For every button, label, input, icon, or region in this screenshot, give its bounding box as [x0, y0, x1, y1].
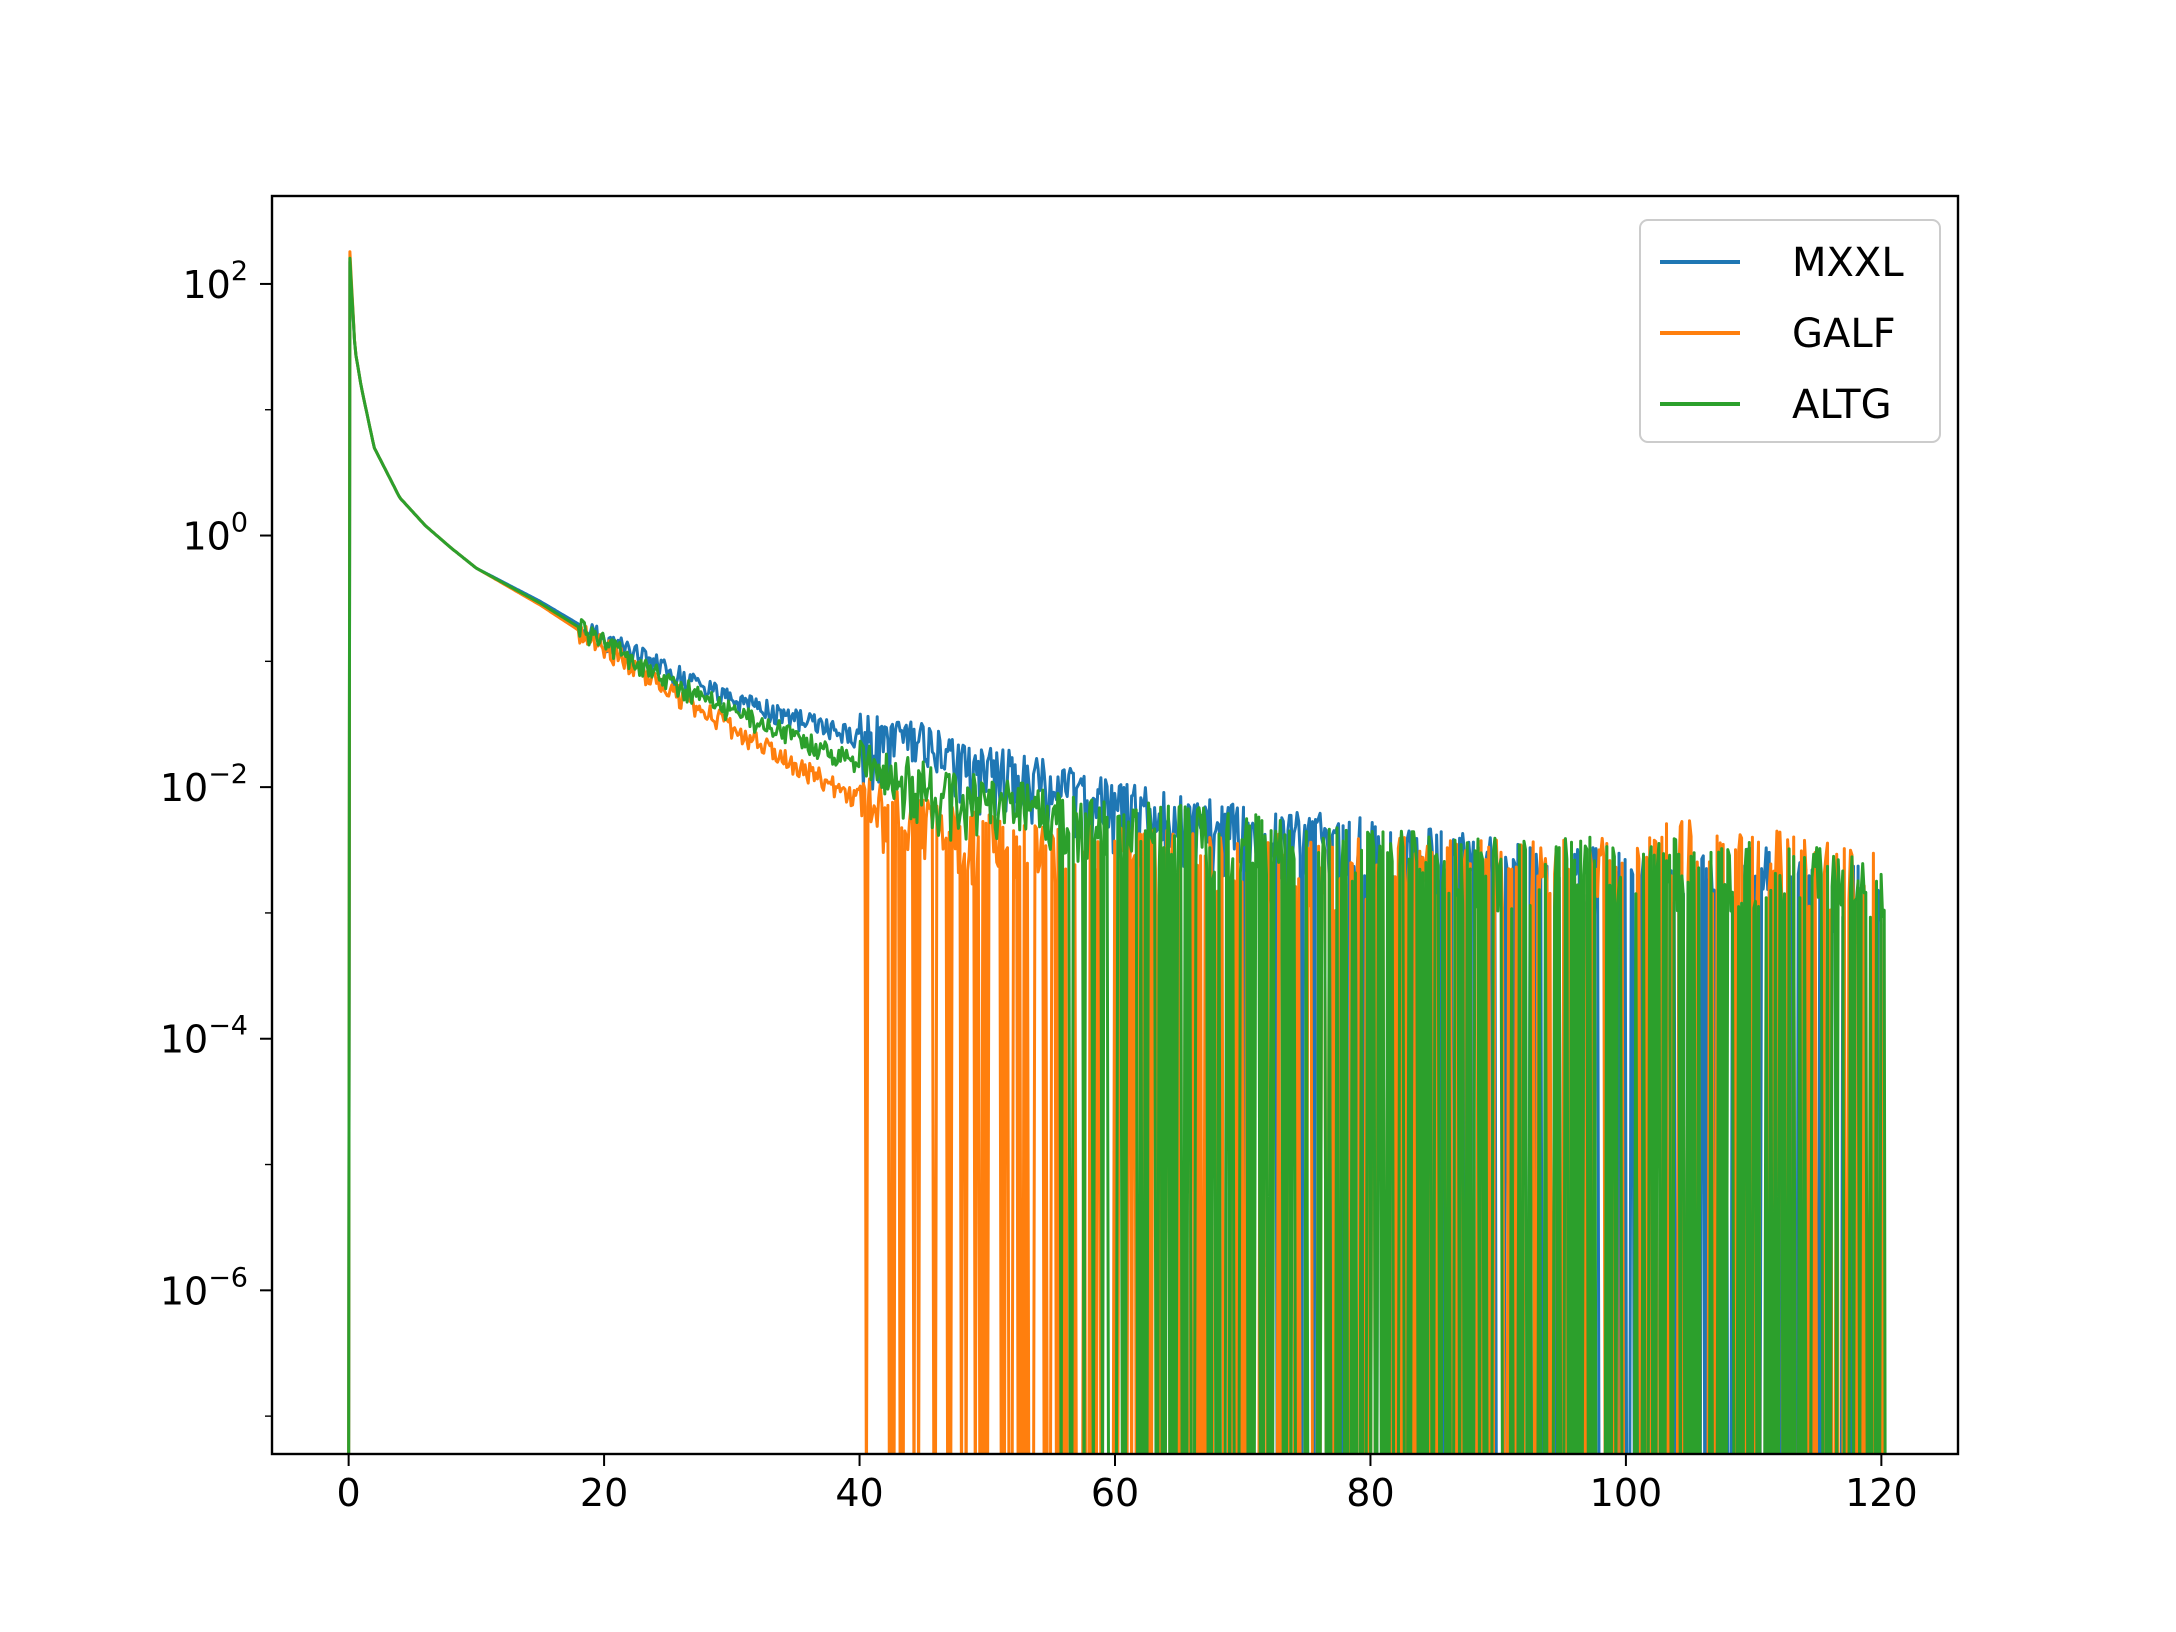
y-tick-exponent: 0: [231, 508, 248, 539]
y-tick-base: 10: [182, 263, 230, 307]
y-tick-exponent: 2: [231, 256, 248, 287]
legend-label: GALF: [1792, 311, 1896, 357]
plot-frame: [270, 194, 1960, 1456]
y-tick-label: 10−6: [160, 1262, 248, 1313]
legend-label: ALTG: [1792, 382, 1892, 428]
y-tick-exponent: −2: [208, 759, 248, 790]
y-tick-exponent: −4: [208, 1011, 248, 1042]
legend-box: [1639, 219, 1941, 443]
y-tick-base: 10: [182, 515, 230, 559]
legend: MXXL GALF ALTG: [1639, 219, 1941, 443]
legend-label: MXXL: [1792, 240, 1904, 286]
x-tick-label: 80: [1346, 1471, 1394, 1515]
x-tick-label: 0: [337, 1471, 361, 1515]
y-tick-base: 10: [160, 766, 208, 810]
series-layer: [347, 250, 1887, 1454]
x-tick-label: 60: [1091, 1471, 1139, 1515]
y-tick-label: 102: [182, 256, 248, 307]
x-tick-label: 40: [835, 1471, 883, 1515]
y-tick-label: 10−2: [160, 759, 248, 810]
y-tick-base: 10: [160, 1018, 208, 1062]
y-tick-label: 100: [182, 508, 248, 559]
series-line-altg: [347, 256, 1887, 1454]
x-tick-label: 120: [1845, 1471, 1918, 1515]
x-axis: 0 20 40 60 80 100 120: [337, 1454, 1918, 1515]
y-tick-base: 10: [160, 1269, 208, 1313]
y-tick-exponent: −6: [208, 1262, 248, 1293]
series-line-galf: [347, 250, 1884, 1454]
x-tick-label: 20: [580, 1471, 628, 1515]
x-tick-label: 100: [1590, 1471, 1663, 1515]
y-tick-label: 10−4: [160, 1011, 248, 1062]
